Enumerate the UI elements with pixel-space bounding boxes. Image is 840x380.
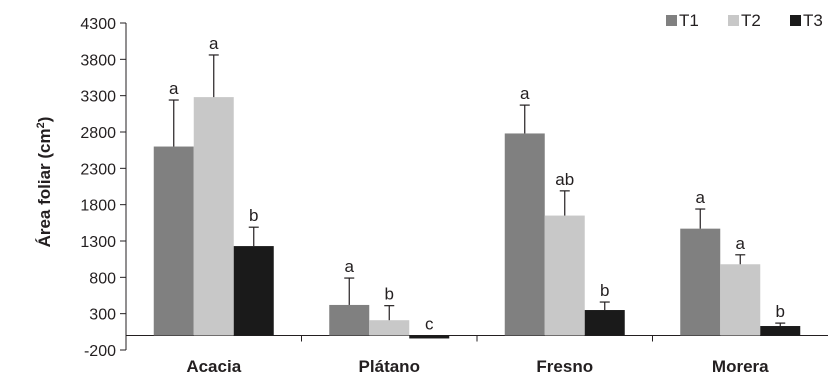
bar-t3 (760, 326, 801, 336)
bar-t1 (504, 133, 545, 336)
y-tick-label: 3300 (80, 89, 116, 106)
y-axis-label-superscript: 2 (35, 122, 47, 128)
significance-label: a (696, 188, 706, 207)
legend-swatch-t3 (790, 15, 801, 26)
y-axis-label: Área foliar (cm2) (35, 117, 54, 248)
y-tick-label: 800 (89, 270, 116, 287)
legend-swatch-t1 (666, 15, 677, 26)
y-axis-label-text: Área foliar (cm (35, 128, 54, 247)
legend: T1 T2 T3 (666, 11, 823, 30)
significance-label: a (736, 234, 746, 253)
significance-label: a (169, 79, 179, 98)
y-tick-label: -200 (84, 343, 116, 360)
legend-label-t3: T3 (803, 11, 823, 30)
significance-label: b (600, 281, 609, 300)
x-category-label: Acacia (186, 357, 241, 376)
significance-label: ab (555, 170, 574, 189)
bar-t3 (233, 246, 274, 336)
significance-label: a (520, 84, 530, 103)
axes: -200 300 800 1300 1800 2300 2800 3300 3800 4300 Ac… (80, 16, 828, 376)
bar-t2 (193, 97, 234, 336)
significance-label: b (249, 206, 258, 225)
y-tick-label: 300 (89, 307, 116, 324)
legend-label-t2: T2 (741, 11, 761, 30)
bar-t2 (544, 215, 585, 336)
bar-t1 (680, 228, 721, 336)
x-category-label: Plátano (359, 357, 420, 376)
x-category-label: Fresno (536, 357, 593, 376)
y-tick-label: 1300 (80, 234, 116, 251)
y-tick-label: 1800 (80, 198, 116, 215)
significance-label: b (776, 302, 785, 321)
y-tick-label: 2800 (80, 125, 116, 142)
bar-t1 (153, 146, 194, 336)
y-tick-label: 2300 (80, 161, 116, 178)
y-axis-label-close: ) (35, 117, 54, 123)
bar-t2 (720, 264, 761, 336)
significance-label: c (425, 314, 434, 333)
significance-label: a (209, 34, 219, 53)
legend-swatch-t2 (728, 15, 739, 26)
bar-t3 (409, 335, 450, 339)
bar-t1 (329, 304, 370, 336)
y-tick-label: 3800 (80, 52, 116, 69)
significance-label: a (345, 257, 355, 276)
significance-label: b (385, 285, 394, 304)
y-tick-label: 4300 (80, 16, 116, 33)
bar-t2 (369, 320, 410, 336)
bar-t3 (584, 310, 625, 336)
legend-label-t1: T1 (679, 11, 699, 30)
x-category-label: Morera (712, 357, 769, 376)
